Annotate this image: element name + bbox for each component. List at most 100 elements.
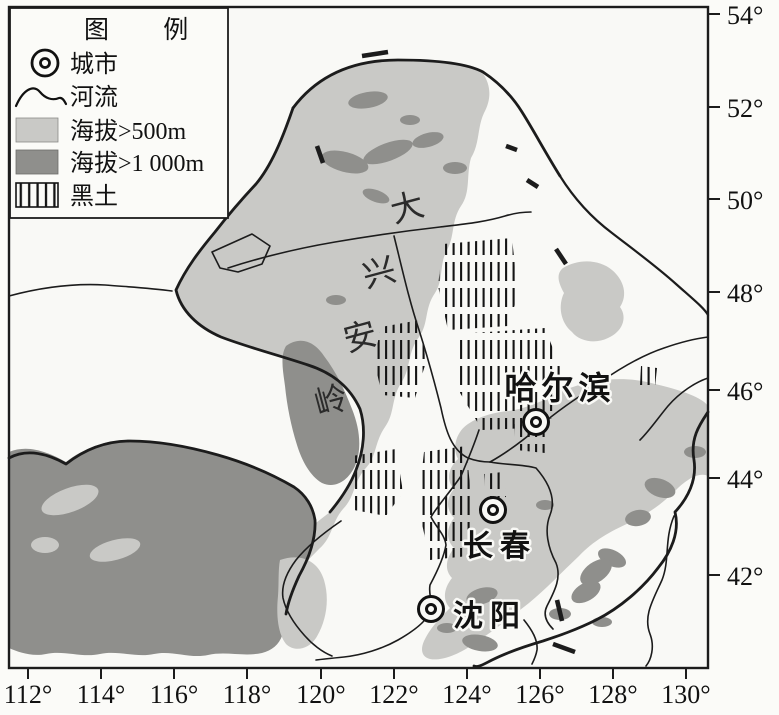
boundary-west [174, 106, 365, 514]
city-harbin: 哈尔滨 [502, 368, 615, 436]
black-soil-area [484, 472, 506, 499]
dark-patch [326, 295, 346, 305]
black-soil-area [352, 449, 403, 516]
city-symbol-icon-inner [39, 57, 51, 69]
boundary-dash [554, 599, 565, 622]
river-amur-upper [227, 211, 532, 269]
lon-label: 126° [515, 680, 564, 709]
dark-patch [400, 115, 420, 125]
light-patch [89, 538, 141, 562]
dark-patch [625, 509, 651, 527]
river-west [8, 283, 173, 297]
black-soil-area [456, 328, 562, 430]
lat-label: 52° [727, 94, 763, 123]
dark-patch [684, 446, 706, 458]
boundary-dash [554, 247, 568, 266]
lon-label: 116° [150, 680, 198, 709]
city-label-shenyang: 沈阳 [453, 600, 527, 633]
river-hun [523, 619, 538, 665]
river-liao-west [281, 520, 342, 657]
boundaries [7, 49, 710, 668]
dark-patch [644, 477, 676, 499]
river-liao-east [315, 429, 480, 661]
legend-label-city: 城市 [70, 51, 118, 78]
city-symbol-inner [425, 603, 437, 615]
river-second-songhua [489, 461, 559, 630]
boundary-amur-east [558, 174, 710, 317]
legend-row-elev500: 海拔>500m [15, 117, 187, 145]
elevation-1000-swatch [15, 149, 59, 175]
legend-label-river: 河流 [70, 84, 118, 111]
city-label-changchun: 长春 [463, 530, 537, 563]
legend-label-blacksoil: 黑土 [70, 183, 118, 210]
lon-label: 124° [442, 680, 491, 709]
light-patch-south [277, 557, 327, 649]
lon-label: 122° [369, 680, 418, 709]
river-ussuri [639, 377, 709, 441]
dark-patch [580, 558, 612, 586]
boundary-dash [525, 178, 540, 189]
legend-title: 图 例 [84, 16, 212, 44]
elevation-500-swatch [15, 117, 59, 143]
legend-label-elev1000: 海拔>1 000m [70, 150, 205, 177]
black-soil-area [640, 366, 657, 387]
dark-patches-southeast [437, 446, 706, 652]
black-soil-area [374, 320, 426, 398]
map-frame [7, 5, 710, 670]
boundary-dash [361, 49, 389, 59]
dark-patch [362, 188, 390, 204]
legend-row-river: 河流 [14, 84, 118, 111]
dark-patch [443, 162, 467, 174]
black-soil-area [418, 446, 472, 560]
longitude-labels: 112° 114° 116° 118° 120° 122° 124° 126° … [4, 680, 711, 709]
latitude-axis [708, 13, 720, 576]
cities: 哈尔滨 长春 沈阳 [417, 368, 615, 636]
legend: 图 例 城市 河流 海拔>500m 海拔>1 000m 黑土 [9, 7, 229, 219]
lat-label: 48° [727, 279, 763, 308]
boundary-southwest-plateau [7, 439, 317, 616]
city-label-harbin: 哈尔滨 [504, 370, 615, 406]
legend-row-city: 城市 [30, 48, 118, 78]
dark-patch [363, 139, 413, 165]
dark-patch [536, 500, 554, 510]
boundary-korea [472, 410, 710, 668]
elevation-500-overlay-patches [31, 484, 327, 649]
lon-label: 120° [296, 680, 345, 709]
dark-patch [412, 132, 444, 148]
river-symbol-icon [14, 87, 68, 108]
city-symbol-icon [30, 48, 60, 78]
boundary-dashes [314, 49, 576, 655]
black-soil-swatch [15, 182, 59, 208]
black-soil-area [438, 238, 518, 330]
lon-label: 130° [661, 680, 710, 709]
dark-patch [348, 91, 388, 109]
dark-patch [321, 150, 369, 174]
dark-patch [437, 623, 457, 633]
boundary-dash [314, 145, 326, 164]
black-soil-regions [352, 238, 657, 560]
lon-label: 112° [4, 680, 52, 709]
lat-label: 50° [727, 186, 763, 215]
border-lake-polygon [211, 233, 271, 273]
lat-label: 44° [727, 465, 763, 494]
elevation-500-region-khingan [176, 60, 490, 580]
lon-label: 128° [588, 680, 637, 709]
city-changchun: 长春 [461, 496, 537, 566]
river-yalu [645, 515, 675, 667]
city-symbol-inner [530, 416, 542, 428]
city-symbol-inner [487, 504, 499, 516]
dark-patch [571, 580, 601, 604]
elevation-1000-regions [9, 91, 706, 657]
elevation-500-region-northeast-patch [558, 261, 625, 342]
boundary-dash [552, 641, 576, 655]
boundary-north-dome [291, 58, 562, 178]
dark-patches-north [321, 91, 467, 305]
lon-label: 118° [223, 680, 271, 709]
elevation-1000-region-khingan-ridge [282, 340, 360, 486]
lat-label: 54° [727, 1, 763, 30]
latitude-labels: 54° 52° 50° 48° 46° 44° 42° [727, 1, 763, 591]
legend-row-elev1000: 海拔>1 000m [15, 149, 205, 177]
boundary-dash [505, 143, 518, 153]
dark-patch [466, 587, 498, 605]
